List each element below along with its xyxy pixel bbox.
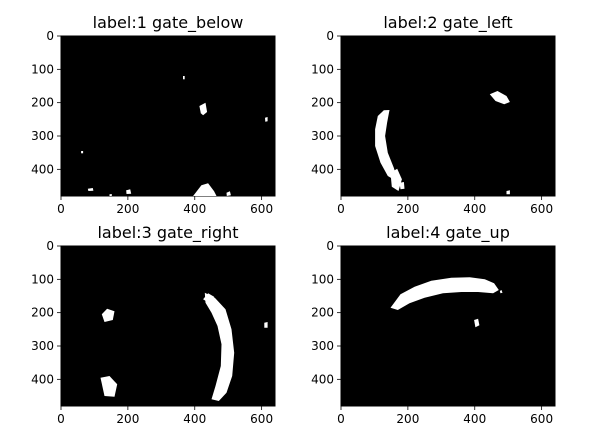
y-tick-label: 400	[31, 162, 54, 176]
x-tick-label: 0	[337, 412, 345, 426]
image-area	[60, 245, 276, 407]
y-tick-label: 200	[31, 96, 54, 110]
y-tick-label: 0	[326, 29, 334, 43]
mask-blob-bottom-right	[226, 191, 231, 196]
y-tick-label: 200	[311, 306, 334, 320]
y-tick-label: 400	[311, 162, 334, 176]
subplot-2: label:2 gate_left 0 200 400 600 0 100 200 300 4…	[311, 13, 556, 216]
mask-blobs	[375, 91, 510, 195]
x-axis: 0 200 400 600	[337, 196, 553, 216]
x-tick-label: 0	[57, 412, 65, 426]
y-axis: 0 100 200 300 400	[31, 239, 61, 386]
mask-blob-left-small	[101, 308, 115, 322]
x-tick-label: 0	[337, 202, 345, 216]
y-tick-label: 300	[31, 129, 54, 143]
y-tick-label: 300	[31, 339, 54, 353]
x-tick-label: 400	[183, 412, 206, 426]
mask-blob-top-arc	[390, 277, 499, 310]
mask-blob-left-arc	[375, 110, 398, 180]
mask-dot-4	[81, 151, 84, 154]
x-tick-label: 600	[530, 202, 553, 216]
x-tick-label: 200	[116, 412, 139, 426]
y-tick-label: 100	[31, 272, 54, 286]
mask-blob-left-bottom	[100, 376, 118, 397]
x-tick-label: 200	[396, 412, 419, 426]
x-axis: 0 200 400 600	[57, 406, 273, 426]
y-tick-label: 200	[31, 306, 54, 320]
mask-blob-left-lower	[390, 168, 402, 191]
mask-dot-right-edge	[264, 322, 268, 328]
y-tick-label: 100	[311, 62, 334, 76]
y-tick-label: 400	[311, 372, 334, 386]
y-tick-label: 300	[311, 339, 334, 353]
image-area	[340, 245, 556, 407]
x-tick-label: 600	[530, 412, 553, 426]
subplot-title: label:1 gate_below	[93, 13, 244, 33]
y-tick-label: 200	[311, 96, 334, 110]
y-axis: 0 100 200 300 400	[311, 29, 341, 176]
subplot-1: label:1 gate_below 0 200 400 600 0 100 200 300…	[31, 13, 276, 216]
x-tick-label: 400	[183, 202, 206, 216]
x-tick-label: 200	[396, 202, 419, 216]
mask-blob-bottom-mid	[126, 189, 132, 194]
mask-blobs	[100, 292, 268, 401]
mask-dot-1	[109, 194, 112, 196]
mask-blob-top-right	[489, 91, 510, 105]
mask-blob-bottom-left	[87, 188, 94, 191]
y-tick-label: 300	[311, 129, 334, 143]
mask-dot-bottom	[506, 190, 510, 195]
x-tick-label: 400	[463, 412, 486, 426]
mask-dot-3	[265, 117, 268, 122]
image-area	[60, 35, 276, 197]
x-tick-label: 400	[463, 202, 486, 216]
mask-blob-center-small	[474, 318, 480, 328]
y-tick-label: 0	[326, 239, 334, 253]
x-axis: 0 200 400 600	[57, 196, 273, 216]
y-tick-label: 0	[46, 239, 54, 253]
y-tick-label: 100	[311, 272, 334, 286]
y-axis: 0 100 200 300 400	[31, 29, 61, 176]
x-tick-label: 200	[116, 202, 139, 216]
y-tick-label: 100	[31, 62, 54, 76]
mask-blob-left-lower-2	[399, 182, 405, 190]
mask-dot-arc-right	[499, 290, 503, 294]
subplot-3: label:3 gate_right 0 200 400 600 0 100 200 300…	[31, 223, 276, 426]
mask-dot-2	[183, 76, 185, 80]
subplot-title: label:3 gate_right	[97, 223, 238, 243]
mask-blobs	[390, 277, 503, 328]
image-area	[340, 35, 556, 197]
x-tick-label: 600	[250, 202, 273, 216]
mask-blob-right-arc	[204, 292, 235, 401]
y-axis: 0 100 200 300 400	[311, 239, 341, 386]
x-tick-label: 600	[250, 412, 273, 426]
mask-blobs	[81, 76, 268, 196]
mask-blob-bottom-mound	[193, 183, 217, 196]
mask-blob-right-top	[203, 293, 215, 305]
subplot-title: label:2 gate_left	[383, 13, 512, 33]
subplot-title: label:4 gate_up	[386, 223, 510, 243]
y-tick-label: 400	[31, 372, 54, 386]
x-tick-label: 0	[57, 202, 65, 216]
mask-blob-center	[199, 102, 208, 116]
y-tick-label: 0	[46, 29, 54, 43]
x-axis: 0 200 400 600	[337, 406, 553, 426]
subplot-4: label:4 gate_up 0 200 400 600 0 100 200 300 400	[311, 223, 556, 426]
